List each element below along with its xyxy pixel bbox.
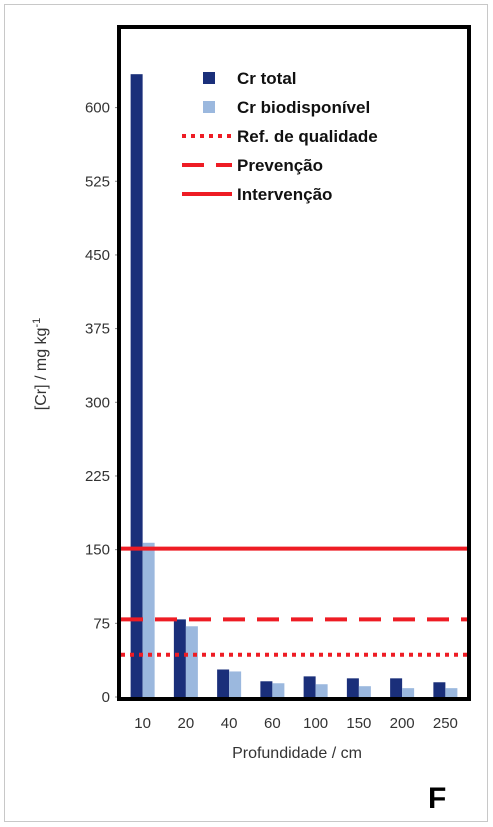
legend-entry-label: Cr total xyxy=(237,69,297,88)
y-tick-label: 450 xyxy=(85,247,110,264)
y-tick-label: 375 xyxy=(85,321,110,338)
y-tick-label: 300 xyxy=(85,394,110,411)
x-tick-label: 200 xyxy=(390,715,415,732)
y-axis-title-superscript: -1 xyxy=(31,318,43,328)
bar-cr-biodisponivel-20 xyxy=(185,626,198,697)
legend-entry-label: Ref. de qualidade xyxy=(237,127,378,146)
bar-cr-biodisponivel-200 xyxy=(402,688,415,697)
x-tick-label: 150 xyxy=(346,715,371,732)
x-tick-label: 100 xyxy=(303,715,328,732)
x-tick-label: 60 xyxy=(264,715,281,732)
y-tick-label: 0 xyxy=(102,689,110,706)
y-tick-label: 525 xyxy=(85,173,110,190)
bar-cr-total-60 xyxy=(260,681,273,697)
plot-area-border xyxy=(117,25,471,701)
bar-cr-total-10 xyxy=(130,74,143,697)
y-axis-title-main: [Cr] / mg kg xyxy=(33,328,50,411)
y-tick-label: 600 xyxy=(85,100,110,117)
legend-entry-label: Prevenção xyxy=(237,156,323,175)
x-axis-title: Profundidade / cm xyxy=(232,745,362,762)
figure-frame xyxy=(4,4,488,822)
bar-cr-total-150 xyxy=(346,678,359,697)
bar-cr-biodisponivel-250 xyxy=(445,688,458,697)
bar-cr-biodisponivel-100 xyxy=(315,684,328,697)
bar-cr-total-20 xyxy=(173,619,186,697)
y-tick-label: 150 xyxy=(85,542,110,559)
bar-cr-biodisponivel-10 xyxy=(142,542,155,697)
legend-swatch xyxy=(203,101,215,113)
bar-cr-biodisponivel-40 xyxy=(229,671,242,697)
x-tick-label: 40 xyxy=(221,715,238,732)
bar-cr-total-40 xyxy=(217,669,230,697)
bar-cr-biodisponivel-60 xyxy=(272,683,285,697)
legend-swatch xyxy=(203,72,215,84)
y-tick-label: 225 xyxy=(85,468,110,485)
panel-letter: F xyxy=(428,782,446,815)
bar-cr-total-250 xyxy=(433,682,446,697)
legend-entry-label: Intervenção xyxy=(237,185,332,204)
x-tick-label: 250 xyxy=(433,715,458,732)
y-axis-title: [Cr] / mg kg-1 xyxy=(31,318,50,410)
x-tick-label: 20 xyxy=(178,715,195,732)
y-tick-label: 75 xyxy=(93,615,110,632)
bar-cr-biodisponivel-150 xyxy=(358,686,371,697)
x-tick-label: 10 xyxy=(134,715,151,732)
legend-entry-label: Cr biodisponível xyxy=(237,98,370,117)
bar-cr-total-100 xyxy=(303,676,316,697)
bar-cr-total-200 xyxy=(390,678,403,697)
